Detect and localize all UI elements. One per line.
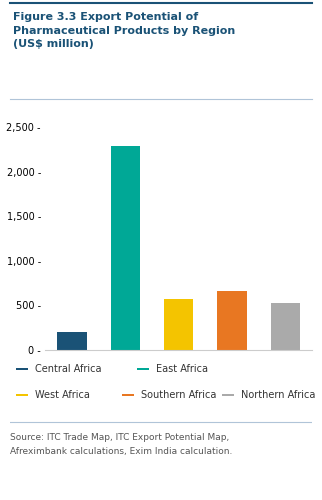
Text: Central Africa: Central Africa [35,364,102,374]
Bar [137,368,149,370]
Text: Northern Africa: Northern Africa [241,390,316,400]
Text: Figure 3.3 Export Potential of
Pharmaceutical Products by Region
(US$ million): Figure 3.3 Export Potential of Pharmaceu… [13,12,235,49]
Bar [16,368,28,370]
Bar [222,394,234,396]
Bar [110,146,140,350]
Bar [57,332,87,350]
Bar [271,303,300,350]
Bar [217,291,247,350]
Text: Source: ITC Trade Map, ITC Export Potential Map,
Afreximbank calculations, Exim : Source: ITC Trade Map, ITC Export Potent… [10,434,232,456]
Text: East Africa: East Africa [156,364,208,374]
Bar [16,394,28,396]
Text: West Africa: West Africa [35,390,90,400]
Text: Southern Africa: Southern Africa [141,390,217,400]
Bar [122,394,134,396]
Bar [164,299,194,350]
